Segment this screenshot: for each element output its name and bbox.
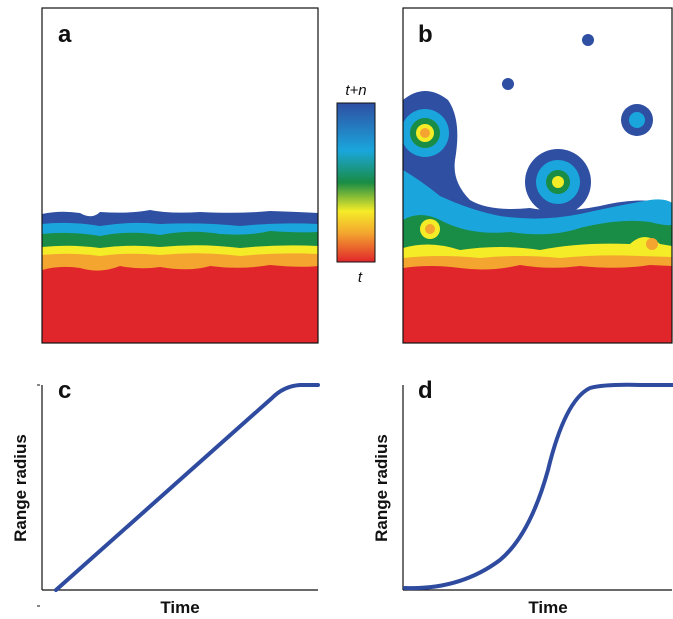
panel-b-map [403,34,672,343]
x-axis-label: Time [528,598,567,617]
colorbar-bottom-label: t [358,269,363,286]
colorbar-top-label: t+n [345,82,366,99]
panel-label: c [58,377,71,404]
panel-a-map [42,210,318,343]
dot [582,34,594,46]
x-axis-label: Time [160,598,199,617]
y-axis-label: Range radius [372,434,391,542]
panel-label: b [418,21,433,48]
dot [502,78,514,90]
ring [629,112,645,128]
band-red [42,265,318,343]
y-axis-label: Range radius [11,434,30,542]
panel-label: d [418,377,433,404]
colorbar [336,102,376,263]
curve-sigmoid [403,382,673,591]
ring [420,128,430,138]
spot [646,238,658,250]
panel-b-frame [402,7,673,344]
spot [425,224,435,234]
curve-linear [54,383,320,592]
panel-label: a [58,21,72,48]
band-red [403,265,672,343]
ring [552,176,564,188]
panel-a-frame [41,7,319,344]
